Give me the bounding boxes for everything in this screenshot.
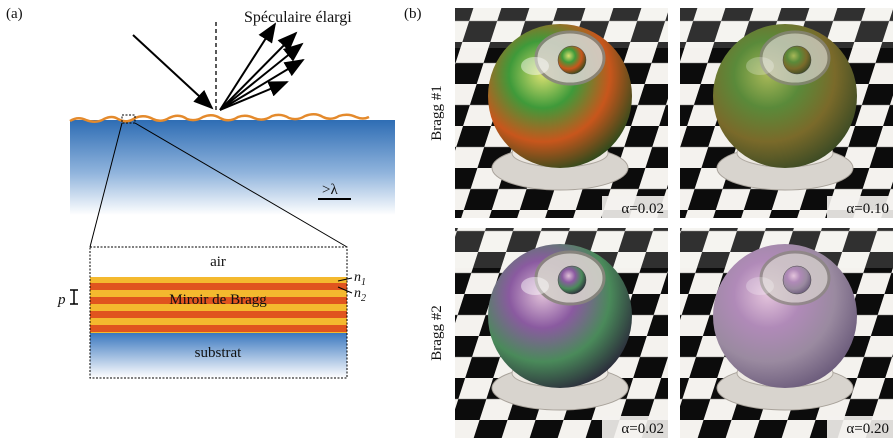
scale-label: >λ [322, 182, 338, 198]
render [455, 228, 668, 438]
layer-label: substrat [195, 345, 242, 361]
highlight [746, 277, 774, 295]
panel-a: (a) Spéculaire élargi >λ air Miroir de B [6, 6, 395, 379]
render [680, 228, 893, 438]
row-label: Bragg #2 [429, 305, 445, 360]
subscript: 2 [361, 293, 366, 304]
period-label: p [57, 292, 66, 308]
caption-bg [827, 416, 893, 438]
panel-b: (b) Bragg #1 α=0.02 α=0.10 Bragg #2 α=0.02 α=… [404, 6, 893, 438]
inner-sphere [557, 45, 587, 75]
symbol: n [354, 270, 361, 285]
panel-label: (b) [404, 6, 422, 22]
layer-label: air [210, 254, 226, 270]
highlight [521, 277, 549, 295]
caption: α=0.02 [621, 421, 664, 437]
caption: α=0.20 [846, 421, 889, 437]
reflected-rays [219, 22, 305, 111]
symbol: n [354, 286, 361, 301]
annotation: Spéculaire élargi [244, 9, 352, 26]
highlight [521, 57, 549, 75]
render [680, 8, 893, 218]
render [455, 8, 668, 218]
index-label: n2 [354, 286, 366, 304]
caption-bg [602, 416, 668, 438]
inner-sphere [782, 45, 812, 75]
zoom-line [134, 122, 348, 248]
panel-label: (a) [6, 6, 23, 22]
index-label: n1 [354, 270, 366, 288]
layer-label: Miroir de Bragg [169, 292, 267, 308]
subscript: 1 [361, 277, 366, 288]
period-bracket [70, 289, 78, 305]
zoom-line [89, 122, 123, 248]
caption-bg [602, 196, 668, 218]
incident-ray [132, 34, 214, 110]
caption-bg [827, 196, 893, 218]
rough-interface [69, 113, 370, 123]
caption: α=0.02 [621, 201, 664, 217]
inner-sphere [782, 265, 812, 295]
inner-sphere [557, 265, 587, 295]
highlight [746, 57, 774, 75]
row-label: Bragg #1 [429, 85, 445, 140]
leader [337, 286, 353, 294]
caption: α=0.10 [846, 201, 889, 217]
leader [337, 277, 353, 282]
stack [89, 246, 348, 379]
